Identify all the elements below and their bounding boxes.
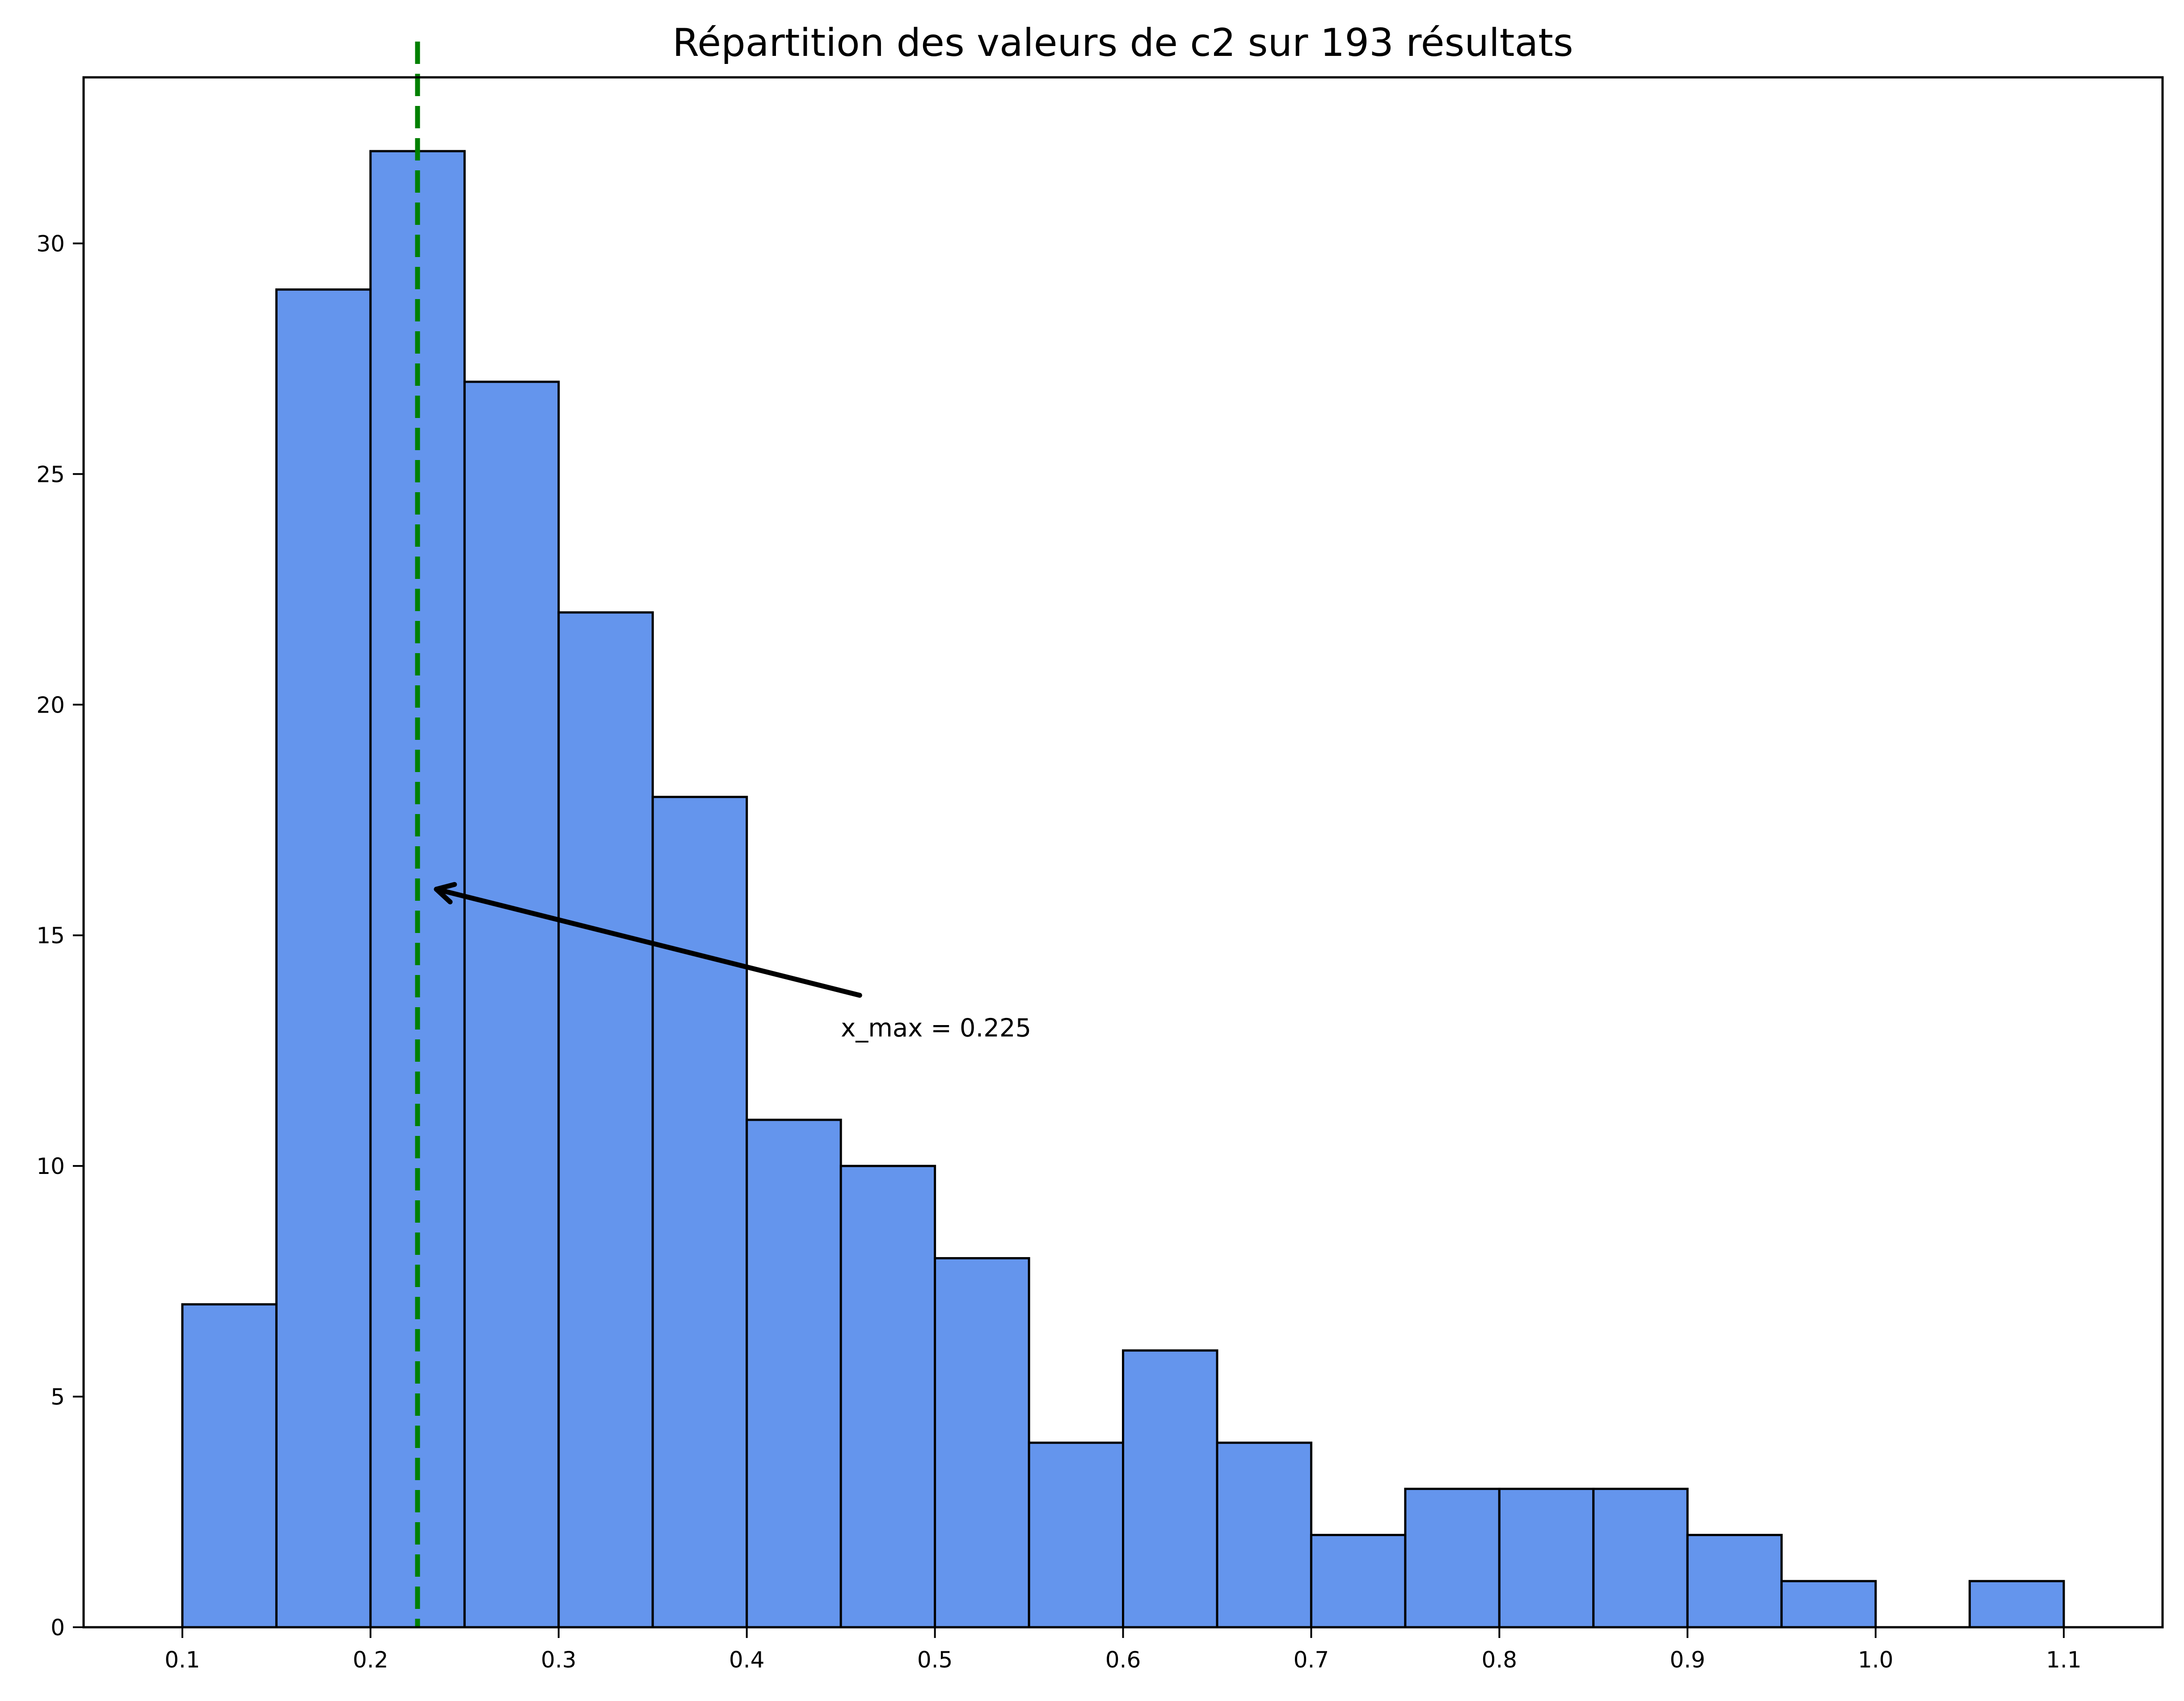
histogram-bar [1969,1580,2065,1629]
y-tick-label: 25 [36,461,65,487]
annotation-label: x_max = 0.225 [841,1014,1031,1043]
histogram-bar [1216,1441,1312,1629]
x-tick-label: 0.3 [541,1647,577,1673]
histogram-bar [275,288,372,1629]
y-tick-label: 5 [51,1384,65,1410]
histogram-bar [839,1165,936,1629]
x-tick-label: 1.0 [1858,1647,1893,1673]
y-tick-label: 10 [36,1153,65,1179]
histogram-bar [1592,1487,1689,1629]
x-tick-label: 0.6 [1105,1647,1141,1673]
x-tick-label: 1.1 [2046,1647,2082,1673]
histogram-bar [746,1119,842,1629]
arrow-head-icon [434,882,457,905]
x-max-annotation: x_max = 0.225 [434,882,1031,1043]
x-tick-label: 0.1 [164,1647,200,1673]
x-axis-ticks: 0.1 0.2 0.3 0.4 0.5 0.6 0.7 0.8 0.9 1.0 1.1 [164,1627,2082,1673]
histogram-bar [1404,1487,1501,1629]
histogram-bar [1686,1534,1783,1629]
histogram-bar [463,380,560,1629]
histogram-bar [934,1257,1030,1629]
histogram-bars [181,150,2065,1629]
histogram-bar [181,1303,278,1629]
histogram-bar [1122,1349,1218,1629]
x-tick-label: 0.2 [353,1647,388,1673]
chart-title: Répartition des valeurs de c2 sur 193 ré… [672,21,1573,65]
histogram-bar [651,796,748,1629]
histogram-bar [1310,1534,1407,1629]
histogram-bar [1780,1580,1877,1629]
y-tick-label: 30 [36,231,65,257]
x-tick-label: 0.7 [1294,1647,1329,1673]
x-tick-label: 0.4 [729,1647,765,1673]
y-axis-ticks: 0 5 10 15 20 25 30 [36,231,84,1641]
histogram-bar [1498,1487,1595,1629]
y-tick-label: 0 [51,1615,65,1641]
x-tick-label: 0.8 [1482,1647,1518,1673]
histogram-bar [1028,1441,1125,1629]
y-tick-label: 15 [36,923,65,949]
y-tick-label: 20 [36,692,65,718]
x-tick-label: 0.5 [917,1647,953,1673]
annotation-arrow [434,886,862,998]
histogram-bar [557,611,654,1629]
x-tick-label: 0.9 [1670,1647,1705,1673]
